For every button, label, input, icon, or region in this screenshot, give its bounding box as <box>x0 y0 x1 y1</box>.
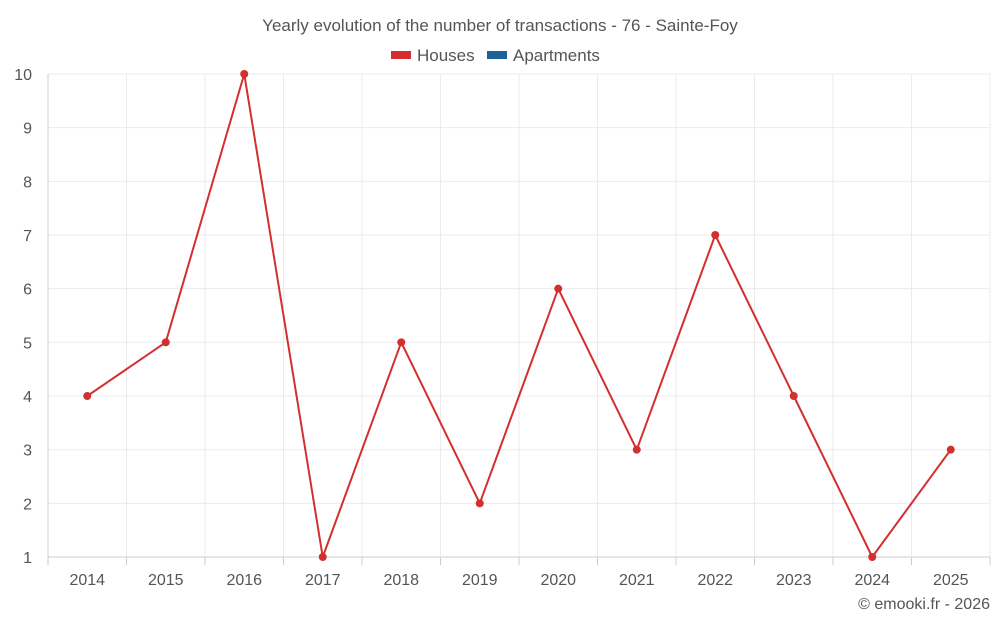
data-point-houses-2015 <box>161 338 170 347</box>
legend-label-houses: Houses <box>417 46 475 65</box>
x-tick-label: 2016 <box>226 572 262 589</box>
data-point-houses-2021 <box>632 445 641 454</box>
legend-swatch-apartments <box>487 51 507 59</box>
y-tick-label: 5 <box>23 335 32 352</box>
data-point-houses-2020 <box>554 284 563 293</box>
x-tick-label: 2025 <box>933 572 969 589</box>
data-point-houses-2024 <box>868 553 877 561</box>
y-tick-label: 7 <box>23 228 32 245</box>
data-point-houses-2019 <box>475 499 484 508</box>
legend-item-houses[interactable]: Houses <box>391 46 475 65</box>
x-tick-label: 2020 <box>540 572 576 589</box>
chart-title: Yearly evolution of the number of transa… <box>262 16 738 35</box>
x-tick-label: 2017 <box>305 572 341 589</box>
x-tick-label: 2014 <box>69 572 105 589</box>
data-point-houses-2014 <box>83 392 92 400</box>
credit: © emooki.fr - 2026 <box>858 596 990 613</box>
y-axis: 1 2 3 4 5 6 7 8 9 10 <box>14 67 32 567</box>
legend-label-apartments: Apartments <box>513 46 600 65</box>
data-point-houses-2016 <box>240 70 249 78</box>
x-tick-label: 2019 <box>462 572 498 589</box>
y-tick-label: 2 <box>23 496 32 513</box>
x-tick-label: 2023 <box>776 572 812 589</box>
data-point-houses-2025 <box>946 445 955 454</box>
y-tick-label: 10 <box>14 67 32 84</box>
x-axis: 2014 2015 2016 2017 2018 2019 2020 2021 2022 2023… <box>47 557 991 589</box>
data-point-houses-2018 <box>397 338 406 347</box>
data-point-houses-2017 <box>318 553 327 561</box>
series-line-houses <box>86 73 952 558</box>
y-tick-label: 4 <box>23 389 32 406</box>
y-tick-label: 6 <box>23 282 32 299</box>
legend-swatch-houses <box>391 51 411 59</box>
x-tick-label: 2022 <box>697 572 733 589</box>
data-point-houses-2022 <box>711 231 720 239</box>
y-tick-label: 9 <box>23 121 32 138</box>
grid <box>47 73 991 558</box>
x-tick-label: 2015 <box>148 572 184 589</box>
legend-item-apartments[interactable]: Apartments <box>487 46 600 65</box>
x-tick-label: 2018 <box>383 572 419 589</box>
y-tick-label: 3 <box>23 443 32 460</box>
series-layer <box>83 70 955 561</box>
y-tick-label: 8 <box>23 174 32 191</box>
legend: Houses Apartments <box>391 46 600 65</box>
y-tick-label: 1 <box>23 550 32 567</box>
x-tick-label: 2021 <box>619 572 655 589</box>
data-point-houses-2023 <box>789 392 798 400</box>
x-tick-label: 2024 <box>854 572 890 589</box>
